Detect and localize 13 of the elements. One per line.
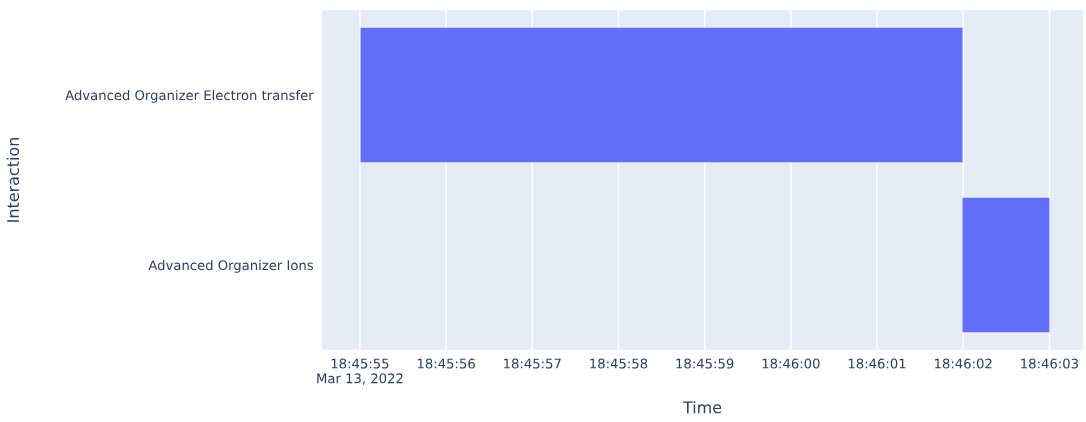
x-tick-label: 18:45:57 <box>504 358 561 369</box>
x-tick-label: 18:46:03 <box>1021 358 1078 369</box>
x-tick-label: 18:45:55 Mar 13, 2022 <box>317 358 403 385</box>
x-tick-label: 18:45:59 <box>676 358 734 369</box>
x-axis-title: Time <box>682 401 722 414</box>
x-tick-label: 18:46:00 <box>762 358 820 369</box>
y-tick-label: Advanced Organizer Electron transfer <box>65 89 314 103</box>
y-tick-label: Advanced Organizer Ions <box>148 259 314 273</box>
x-tick-label: 18:45:58 <box>590 358 648 369</box>
x-tick-label: 18:46:01 <box>848 358 906 369</box>
x-tick-label: 18:46:02 <box>935 358 992 369</box>
x-tick-label: 18:45:56 <box>417 358 475 369</box>
y-axis-title: Interaction <box>6 138 20 222</box>
